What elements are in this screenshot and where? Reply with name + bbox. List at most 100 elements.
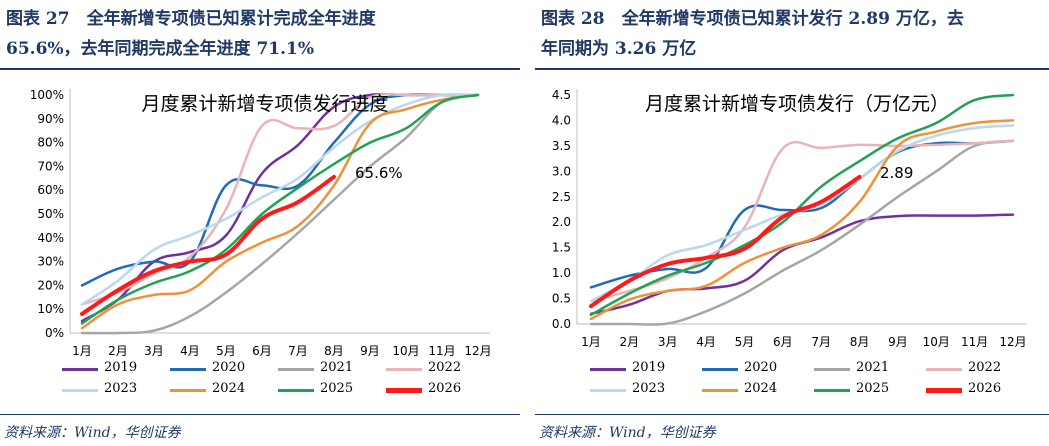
y-tick-label: 60% [37, 183, 64, 197]
right-figure-title: 图表 28 全年新增专项债已知累计发行 2.89 万亿，去 年同期为 3.26 … [541, 4, 1041, 64]
left-figure-panel: 图表 27 全年新增专项债已知累计完成全年进度 65.6%，去年同期完成全年进度… [0, 0, 520, 446]
right-source-note: 资料来源：Wind，华创证券 [539, 425, 716, 441]
right-figure-panel: 图表 28 全年新增专项债已知累计发行 2.89 万亿，去 年同期为 3.26 … [535, 0, 1049, 446]
x-tick-label: 3月 [658, 335, 678, 349]
legend-swatch [814, 368, 850, 371]
legend-label: 2022 [428, 360, 462, 375]
y-tick-label: 1.0 [552, 266, 571, 280]
y-tick-label: 70% [37, 159, 64, 173]
left-progress-chart: 0% 10% 20% 30% 40% 50% 60% 70% 80% 90% 100% 1月 2月 3月 4… [30, 88, 492, 358]
series-line-2021 [589, 139, 1015, 326]
x-tick-label: 5月 [735, 335, 755, 349]
series-line-2026 [80, 174, 336, 316]
series-line-2025 [589, 93, 1015, 317]
x-tick-label: 8月 [850, 335, 870, 349]
y-tick-label: 90% [37, 112, 64, 126]
series-line-2024 [589, 119, 1015, 321]
series-line-2024 [80, 93, 480, 330]
left-title-line1: 图表 27 全年新增专项债已知累计完成全年进度 [6, 9, 376, 29]
x-tick-label: 10月 [923, 335, 950, 349]
x-tick-label: 9月 [360, 344, 380, 358]
x-tick-label: 1月 [581, 335, 601, 349]
y-tick-label: 0% [45, 326, 64, 340]
y-tick-label: 3.5 [552, 139, 571, 153]
left-source-note: 资料来源：Wind，华创证券 [4, 425, 181, 441]
series-line-2023 [589, 124, 1015, 303]
x-tick-label: 3月 [144, 344, 164, 358]
x-tick-label: 11月 [961, 335, 988, 349]
x-tick-label: 2月 [108, 344, 128, 358]
left-figure-title: 图表 27 全年新增专项债已知累计完成全年进度 65.6%，去年同期完成全年进度… [6, 4, 506, 64]
legend-label: 2026 [968, 381, 1002, 396]
y-tick-label: 3.0 [552, 164, 571, 178]
x-tick-label: 10月 [392, 344, 419, 358]
series-line-2026 [589, 174, 862, 309]
series-line-2022 [80, 93, 480, 306]
legend-swatch [278, 368, 314, 371]
legend-label: 2020 [744, 360, 778, 375]
right-top-rule [535, 68, 1049, 70]
left-top-rule [0, 68, 520, 70]
legend-label: 2019 [104, 360, 138, 375]
x-tick-label: 1月 [72, 344, 92, 358]
x-tick-label: 5月 [216, 344, 236, 358]
legend-swatch [386, 388, 422, 393]
y-tick-label: 50% [37, 207, 64, 221]
right-bottom-rule [535, 414, 1049, 415]
y-tick-label: 10% [37, 302, 64, 316]
legend-label: 2026 [428, 381, 462, 396]
legend-label: 2019 [632, 360, 666, 375]
x-tick-label: 7月 [288, 344, 308, 358]
legend-swatch [590, 368, 626, 371]
series-line-2021 [80, 93, 480, 335]
x-tick-label: 12月 [999, 335, 1026, 349]
right-title-line2: 年同期为 3.26 万亿 [541, 39, 697, 59]
legend-label: 2024 [212, 381, 246, 396]
legend-swatch [170, 368, 206, 371]
legend-swatch [926, 368, 962, 371]
legend-swatch [62, 368, 98, 371]
series-line-2025 [80, 93, 480, 325]
legend-swatch [386, 368, 422, 371]
y-tick-label: 80% [37, 136, 64, 150]
legend-swatch [170, 389, 206, 392]
x-tick-label: 2月 [620, 335, 640, 349]
x-tick-label: 7月 [811, 335, 831, 349]
left-bottom-rule [0, 414, 520, 415]
legend-swatch [702, 368, 738, 371]
chart-title: 月度累计新增专项债发行（万亿元） [645, 93, 949, 115]
x-tick-label: 6月 [773, 335, 793, 349]
y-tick-label: 1.5 [552, 241, 571, 255]
y-tick-label: 4.0 [552, 113, 571, 127]
y-tick-label: 2.0 [552, 215, 571, 229]
legend-label: 2025 [320, 381, 354, 396]
y-tick-label: 4.5 [552, 88, 571, 102]
y-tick-label: 40% [37, 231, 64, 245]
y-tick-label: 100% [30, 88, 64, 102]
chart-annotation: 2.89 [880, 164, 913, 182]
right-issuance-chart: 0.0 0.5 1.0 1.5 2.0 2.5 3.0 3.5 4.0 4.5 1月 2月 3月 4月 5月… [552, 88, 1027, 349]
legend-label: 2021 [856, 360, 890, 375]
x-tick-label: 11月 [428, 344, 455, 358]
y-tick-label: 0.5 [552, 292, 571, 306]
chart-title: 月度累计新增专项债发行进度 [141, 93, 388, 115]
x-tick-label: 12月 [464, 344, 491, 358]
right-title-line1: 图表 28 全年新增专项债已知累计发行 2.89 万亿，去 [541, 9, 964, 29]
legend-label: 2024 [744, 381, 778, 396]
x-tick-label: 4月 [180, 344, 200, 358]
legend-swatch [814, 389, 850, 392]
series-line-2023 [80, 93, 480, 306]
x-tick-label: 8月 [324, 344, 344, 358]
legend-swatch [278, 389, 314, 392]
chart-annotation: 65.6% [355, 164, 403, 182]
legend-label: 2022 [968, 360, 1002, 375]
legend-swatch [590, 389, 626, 392]
series-line-2022 [589, 139, 1015, 303]
y-tick-label: 2.5 [552, 190, 571, 204]
y-tick-label: 20% [37, 278, 64, 292]
legend-label: 2025 [856, 381, 890, 396]
x-tick-label: 6月 [252, 344, 272, 358]
legend-label: 2021 [320, 360, 354, 375]
left-title-line2: 65.6%，去年同期完成全年进度 71.1% [6, 39, 315, 59]
y-tick-label: 30% [37, 255, 64, 269]
